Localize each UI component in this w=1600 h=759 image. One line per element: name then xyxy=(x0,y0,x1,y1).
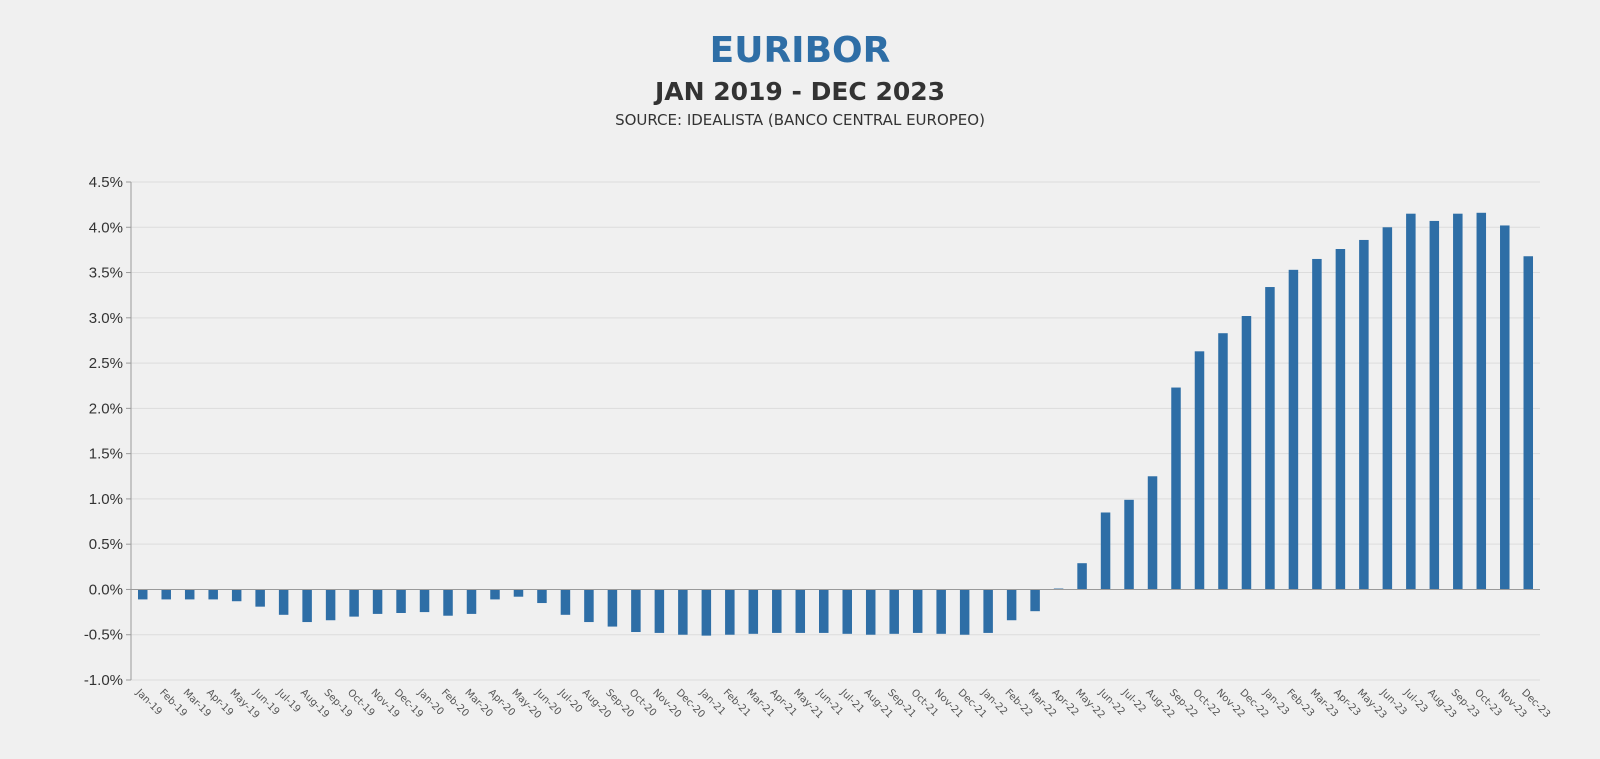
bar xyxy=(1288,269,1299,590)
y-tick-label: 3.0% xyxy=(89,310,123,327)
bar xyxy=(161,589,171,600)
bar xyxy=(1406,213,1416,590)
bar xyxy=(349,589,359,617)
chart-source: SOURCE: IDEALISTA (BANCO CENTRAL EUROPEO… xyxy=(615,111,985,129)
y-tick-label: 0.5% xyxy=(89,536,123,553)
bar xyxy=(654,589,665,633)
bar xyxy=(184,589,195,600)
bar xyxy=(1218,333,1228,590)
y-tick-label: 2.5% xyxy=(89,355,123,372)
bar xyxy=(208,589,218,600)
y-tick-label: 1.5% xyxy=(89,446,123,463)
bar xyxy=(725,589,735,635)
bar xyxy=(443,589,453,616)
bar xyxy=(748,589,759,634)
bar xyxy=(1100,512,1111,590)
bar xyxy=(1335,249,1346,590)
bar xyxy=(1453,213,1463,590)
bar xyxy=(372,589,383,614)
bar xyxy=(1241,316,1252,590)
x-tick-label: Jan-19 xyxy=(133,687,164,718)
bar xyxy=(1006,589,1017,621)
bar xyxy=(1124,499,1134,590)
y-tick-label: 1.0% xyxy=(89,491,123,508)
bar xyxy=(325,589,336,621)
bar xyxy=(631,589,641,633)
gridlines xyxy=(131,181,1540,681)
chart-subtitle: JAN 2019 - DEC 2023 xyxy=(654,77,946,106)
bar xyxy=(936,589,946,634)
bar xyxy=(889,589,899,634)
bar xyxy=(1359,239,1369,590)
bar xyxy=(819,589,829,633)
bar xyxy=(1030,589,1040,612)
y-axis: -1.0% -0.5% 0.0% 0.5% 1.0% 1.5% 2.0% 2.5% 3.0% 3.… xyxy=(84,174,132,689)
y-tick-label: 0.0% xyxy=(89,581,123,598)
bar xyxy=(1147,476,1158,590)
bar xyxy=(137,589,148,600)
bar xyxy=(302,589,312,623)
bar xyxy=(842,589,852,634)
chart-title: EURIBOR xyxy=(709,30,891,71)
bars xyxy=(137,212,1534,636)
bar xyxy=(701,589,712,636)
bar xyxy=(1429,220,1440,590)
bar xyxy=(255,589,265,607)
bar xyxy=(537,589,547,604)
bar xyxy=(1265,287,1275,590)
bar xyxy=(1171,387,1181,590)
bar xyxy=(678,589,688,635)
bar xyxy=(1382,227,1393,590)
bar xyxy=(1500,225,1510,590)
y-tick-label: 3.5% xyxy=(89,265,123,282)
bar xyxy=(419,589,430,613)
bar xyxy=(865,589,876,635)
y-tick-label: 2.0% xyxy=(89,400,123,417)
bar xyxy=(396,589,406,613)
bar xyxy=(560,589,571,615)
bar xyxy=(1077,563,1087,590)
bar xyxy=(231,589,242,602)
bar xyxy=(490,589,500,600)
bar xyxy=(466,589,477,614)
y-tick-label: 4.5% xyxy=(89,174,123,191)
bar xyxy=(513,589,524,597)
bar xyxy=(607,589,618,627)
bar xyxy=(795,589,806,633)
y-tick-label: -0.5% xyxy=(84,627,123,644)
x-axis: Jan-19Feb-19Mar-19Apr-19May-19Jun-19Jul-… xyxy=(131,588,1552,721)
bar xyxy=(1476,212,1487,590)
bar xyxy=(1523,256,1534,590)
bar xyxy=(1312,258,1322,590)
y-tick-label: -1.0% xyxy=(84,672,123,689)
bar xyxy=(912,589,923,633)
bar xyxy=(278,589,289,615)
bar xyxy=(772,589,782,633)
bar xyxy=(584,589,594,623)
bar xyxy=(983,589,993,633)
bar xyxy=(1194,351,1205,590)
y-tick-label: 4.0% xyxy=(89,219,123,236)
bar xyxy=(959,589,970,635)
